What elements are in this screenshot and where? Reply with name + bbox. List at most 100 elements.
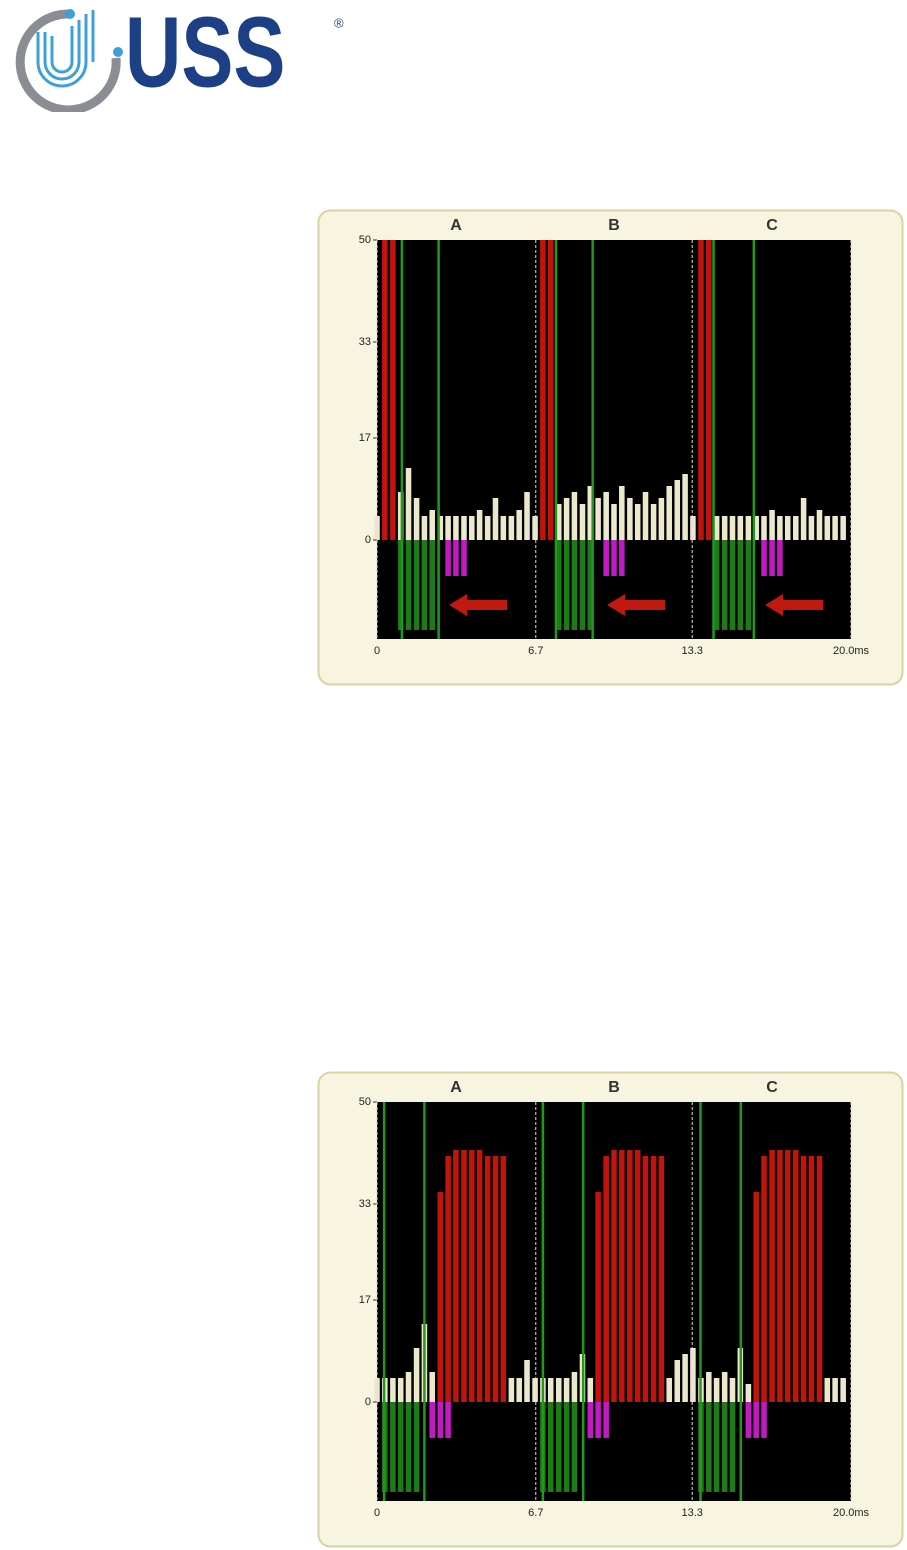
bar [650,504,657,540]
bar [429,1372,435,1402]
x-tick-label: 13.3 [681,645,702,657]
bar [421,540,428,630]
bar [461,516,467,540]
bar [784,1150,791,1402]
bar [571,1402,578,1492]
bar [524,492,530,540]
bar [413,1402,420,1492]
bar [761,1402,767,1438]
bar [784,516,791,540]
bar [721,540,728,630]
bar [777,540,783,576]
bar [713,1402,720,1492]
bar [587,486,594,540]
bars [374,240,846,630]
y-tick-label: 0 [365,1396,371,1408]
bar [737,540,744,630]
bar [611,540,617,576]
bar [619,1150,625,1402]
bar [800,498,807,540]
bar [445,540,451,576]
chart: 0 17 33 50 0 6.7 13.3 20.0ms A B C [317,209,904,686]
bar [753,1192,759,1402]
bar [800,1156,807,1402]
bar [587,1378,594,1402]
bar [706,1372,712,1402]
x-tick-label: 6.7 [528,1507,543,1519]
bar [390,240,396,540]
bar [476,1150,483,1402]
bar [603,1402,609,1438]
bar [571,492,578,540]
logo-mark: ® [334,15,344,30]
bar [563,1378,570,1402]
bar [729,1378,736,1402]
bar [627,1150,633,1402]
y-tick-label: 33 [359,336,371,348]
bar [437,1402,444,1438]
bar [453,1150,459,1402]
bar [516,1378,522,1402]
bar [500,516,507,540]
bar [721,1402,728,1492]
phase-label: B [608,217,620,234]
arrow [449,594,507,616]
plot-area [377,240,851,639]
bar [658,498,665,540]
bar [437,1192,444,1402]
bar [461,1150,467,1402]
bar [461,540,467,576]
bar [753,1402,759,1438]
bar [666,1378,672,1402]
bar [824,1378,831,1402]
bar [611,1150,617,1402]
bar [556,540,562,630]
bar [445,1402,451,1438]
bar [469,1150,475,1402]
bar [737,516,744,540]
bar [429,510,435,540]
phase-label: C [766,1079,778,1096]
bar [571,540,578,630]
phase-label: A [450,217,462,234]
bar [824,516,831,540]
phase-label: A [450,1079,462,1096]
x-tick-label: 20.0ms [833,1507,870,1519]
bar [808,1156,815,1402]
x-tick-label: 13.3 [681,1507,702,1519]
bar [634,504,641,540]
logo-text: USS [125,0,285,109]
bar [642,1156,649,1402]
bar [745,516,752,540]
bar [706,1402,712,1492]
bar [761,516,767,540]
bar [469,516,475,540]
bar [666,486,672,540]
bar [405,468,412,540]
bar [413,1348,420,1402]
bar [595,1402,601,1438]
bar [579,504,586,540]
bar [476,510,483,540]
bar [603,492,609,540]
bar [397,1402,404,1492]
logo: USS ® [15,0,344,112]
phase-label: B [608,1079,620,1096]
bar [556,504,562,540]
bar [840,1378,846,1402]
x-tick-label: 20.0ms [833,645,870,657]
bar [619,486,625,540]
bar [832,1378,838,1402]
arrow [607,594,665,616]
bar [745,540,752,630]
bar [674,1360,681,1402]
y-tick-label: 50 [359,1096,371,1108]
bar [603,1156,609,1402]
bar [619,540,625,576]
bar [721,1372,728,1402]
bar [547,1402,554,1492]
y-tick-label: 17 [359,1294,371,1306]
bar [571,1372,578,1402]
y-tick-label: 17 [359,432,371,444]
bar [492,498,499,540]
